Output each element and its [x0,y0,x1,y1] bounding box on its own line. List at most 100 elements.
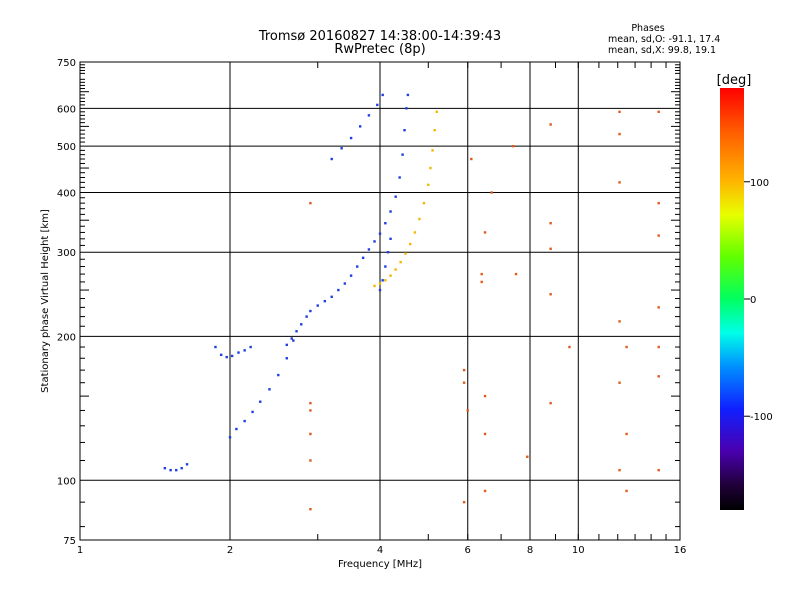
y-tick-label: 75 [63,536,76,547]
chart-title: Tromsø 20160827 14:38:00-14:39:43 [258,29,501,44]
data-point [618,110,621,114]
data-point [300,323,303,326]
data-point [483,489,487,493]
data-point [340,147,343,150]
data-point [316,304,319,307]
data-point [268,388,271,391]
data-point [657,468,660,472]
data-point [394,268,397,271]
x-tick-label: 2 [227,545,233,556]
data-point [511,144,515,148]
colorbar-label: [deg] [717,73,752,88]
data-point [295,330,298,333]
data-point [330,295,333,299]
y-tick-label: 300 [57,248,76,259]
y-tick-label: 500 [57,142,76,153]
chart-subtitle: RwPretec (8p) [334,42,425,57]
data-point [657,201,660,205]
data-point [243,419,246,423]
data-point [381,279,384,282]
data-point [376,103,379,107]
data-point [225,355,228,359]
data-point [422,201,426,205]
data-point [389,210,392,213]
y-tick-label: 600 [57,104,76,115]
data-point [483,394,487,398]
data-point [394,195,397,198]
data-point [337,288,340,292]
data-point [399,260,402,264]
data-point [389,237,392,241]
data-point [462,500,466,504]
data-point [251,410,254,414]
data-point [219,353,223,357]
data-point [355,265,359,268]
data-point [657,234,660,237]
data-point [378,232,382,235]
data-point [483,432,487,436]
data-point [358,125,362,128]
data-point [277,373,280,377]
data-point [285,343,288,347]
data-point [435,110,438,114]
y-tick-labels: 75 100 200 300 400 500 600 750 [57,58,76,547]
data-point [462,368,466,372]
data-point [427,183,430,187]
data-point [462,381,466,384]
data-point [367,114,371,117]
phases-x-mode-stats: mean, sd,X: 99.8, 19.1 [608,45,716,56]
data-point [549,222,552,225]
colorbar-ticks: 100 0 -100 [744,178,773,423]
data-point [389,274,392,277]
data-point [401,153,404,156]
data-point [309,401,312,405]
x-tick-label: 16 [674,545,687,556]
x-tick-label: 1 [77,545,83,556]
data-point [514,272,518,276]
y-axis-label: Stationary phase Virtual Height [km] [40,209,51,393]
data-point [169,468,172,472]
x-tick-label: 4 [377,545,383,556]
data-point [406,93,410,97]
data-point [292,339,295,342]
data-point [163,466,167,470]
data-point [405,107,408,110]
x-tick-label: 8 [527,545,533,556]
data-point [259,400,262,403]
data-point [367,248,371,251]
data-point [309,432,312,436]
data-point [413,231,417,234]
colorbar-tick-label: 100 [750,178,769,189]
data-point [625,489,628,493]
data-point [386,251,390,254]
data-point [309,459,312,462]
data-point [378,282,382,285]
data-point [433,128,436,132]
data-point [625,345,628,349]
data-point [285,357,288,360]
data-point [657,375,660,378]
y-tick-label: 100 [57,476,76,487]
data-point [309,309,312,313]
data-point [384,279,387,282]
data-point [384,265,387,268]
data-point [403,128,406,132]
data-point [431,149,434,152]
data-point [429,166,432,170]
data-point [235,427,238,431]
minor-ticks [80,62,680,540]
data-point [384,222,387,225]
data-point [349,274,353,277]
data-point [568,345,571,349]
colorbar-tick-label: -100 [750,412,773,423]
data-point [249,345,252,349]
colorbar [720,88,744,510]
data-point [625,432,628,436]
data-point [657,110,660,114]
data-point [309,409,312,412]
data-point [180,466,183,470]
data-point [480,280,483,284]
data-point [618,468,621,472]
data-point [214,345,217,349]
data-point [418,217,421,221]
